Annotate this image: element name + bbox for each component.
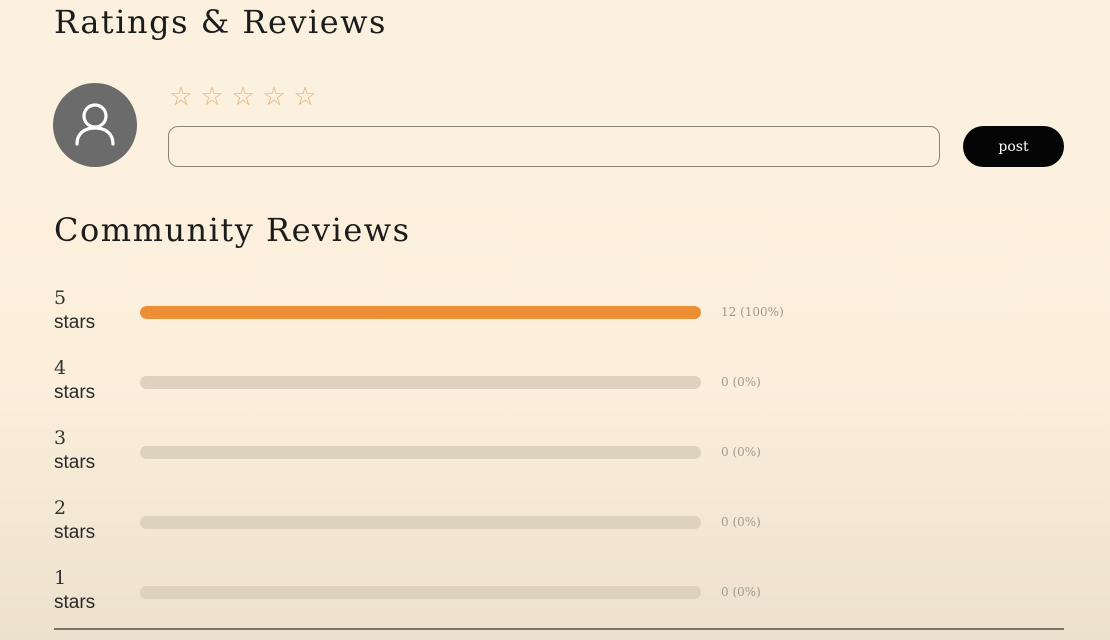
rating-row-5-stars: 5 stars 12 (100%) [54,286,854,336]
rating-star-unit: stars [54,312,96,333]
avatar [53,83,137,167]
rating-row-4-stars: 4 stars 0 (0%) [54,356,854,406]
rating-star-number: 5 [54,287,67,309]
rating-star-number: 3 [54,427,67,449]
star-1-icon[interactable]: ☆ [169,82,193,112]
rating-bar-track [140,376,701,389]
rating-bar-track [140,306,701,319]
rating-star-unit: stars [54,452,96,473]
rating-row-2-stars: 2 stars 0 (0%) [54,496,854,546]
rating-star-number: 4 [54,357,67,379]
section-divider [54,628,1064,630]
rating-count: 0 (0%) [721,375,761,389]
star-3-icon[interactable]: ☆ [231,82,255,112]
rating-label: 5 stars [54,286,95,336]
rating-bar-fill [140,306,701,319]
rating-label: 2 stars [54,496,95,546]
rating-row-1-star: 1 stars 0 (0%) [54,566,854,616]
rating-count: 0 (0%) [721,585,761,599]
rating-count: 12 (100%) [721,305,784,319]
rating-star-unit: stars [54,592,96,613]
rating-count: 0 (0%) [721,445,761,459]
rating-label: 3 stars [54,426,95,476]
star-rating-input[interactable]: ☆ ☆ ☆ ☆ ☆ [168,82,318,112]
user-icon [72,100,118,150]
rating-star-unit: stars [54,522,96,543]
rating-star-number: 2 [54,497,67,519]
rating-row-3-stars: 3 stars 0 (0%) [54,426,854,476]
review-text-input[interactable] [168,126,940,167]
rating-star-number: 1 [54,567,67,589]
star-4-icon[interactable]: ☆ [262,82,286,112]
rating-star-unit: stars [54,382,96,403]
star-2-icon[interactable]: ☆ [200,82,224,112]
community-reviews-title: Community Reviews [54,211,411,249]
page-title: Ratings & Reviews [54,3,387,41]
rating-label: 4 stars [54,356,95,406]
rating-count: 0 (0%) [721,515,761,529]
star-5-icon[interactable]: ☆ [293,82,317,112]
rating-bar-track [140,446,701,459]
rating-bar-track [140,516,701,529]
rating-label: 1 stars [54,566,95,616]
post-button[interactable]: post [963,126,1064,167]
rating-bar-track [140,586,701,599]
